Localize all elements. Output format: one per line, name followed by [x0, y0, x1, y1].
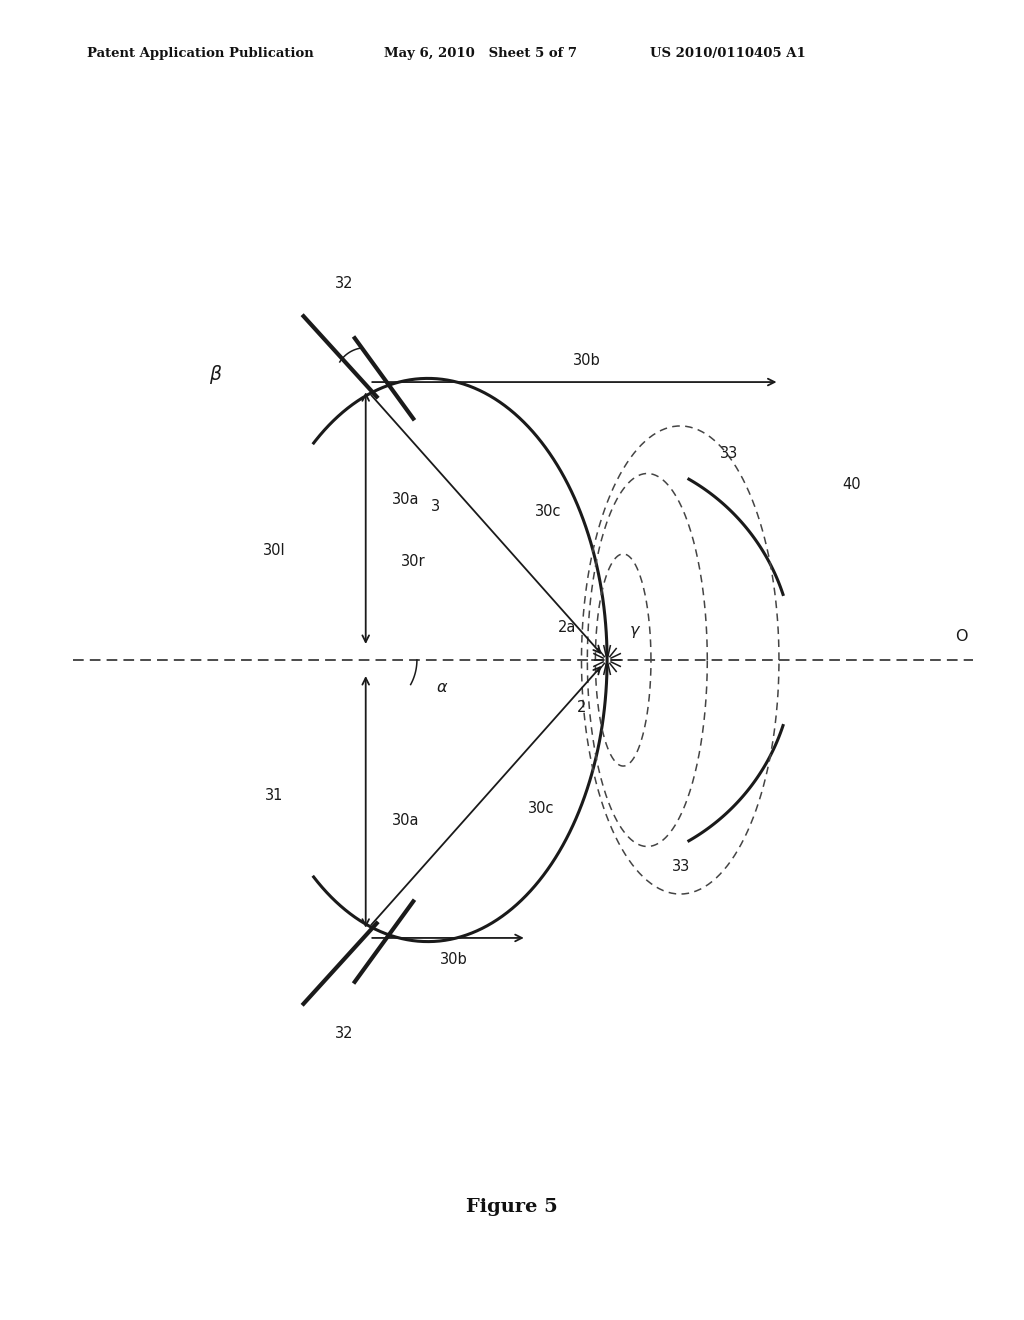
Text: 32: 32 — [335, 1026, 353, 1040]
Text: $\alpha$: $\alpha$ — [436, 680, 449, 696]
Text: 30l: 30l — [263, 543, 286, 558]
Text: May 6, 2010   Sheet 5 of 7: May 6, 2010 Sheet 5 of 7 — [384, 46, 577, 59]
Text: 30a: 30a — [392, 491, 420, 507]
Text: 40: 40 — [843, 477, 861, 492]
Text: 33: 33 — [673, 859, 690, 874]
Text: Figure 5: Figure 5 — [466, 1197, 558, 1216]
Text: 2: 2 — [577, 700, 586, 715]
Text: 3: 3 — [431, 499, 439, 513]
Text: 30b: 30b — [439, 953, 467, 968]
Text: 33: 33 — [720, 446, 738, 461]
Text: 30b: 30b — [573, 352, 601, 367]
Text: O: O — [955, 630, 968, 644]
Text: $\gamma$: $\gamma$ — [629, 624, 641, 640]
Text: 31: 31 — [265, 788, 284, 803]
Text: Patent Application Publication: Patent Application Publication — [87, 46, 313, 59]
Text: US 2010/0110405 A1: US 2010/0110405 A1 — [650, 46, 806, 59]
Text: 30c: 30c — [528, 801, 555, 816]
Text: $\beta$: $\beta$ — [209, 363, 222, 387]
Text: 32: 32 — [335, 276, 353, 290]
Text: 30c: 30c — [536, 504, 562, 519]
Text: 30r: 30r — [401, 554, 426, 569]
Text: 2a: 2a — [558, 619, 577, 635]
Text: 30a: 30a — [392, 813, 420, 829]
